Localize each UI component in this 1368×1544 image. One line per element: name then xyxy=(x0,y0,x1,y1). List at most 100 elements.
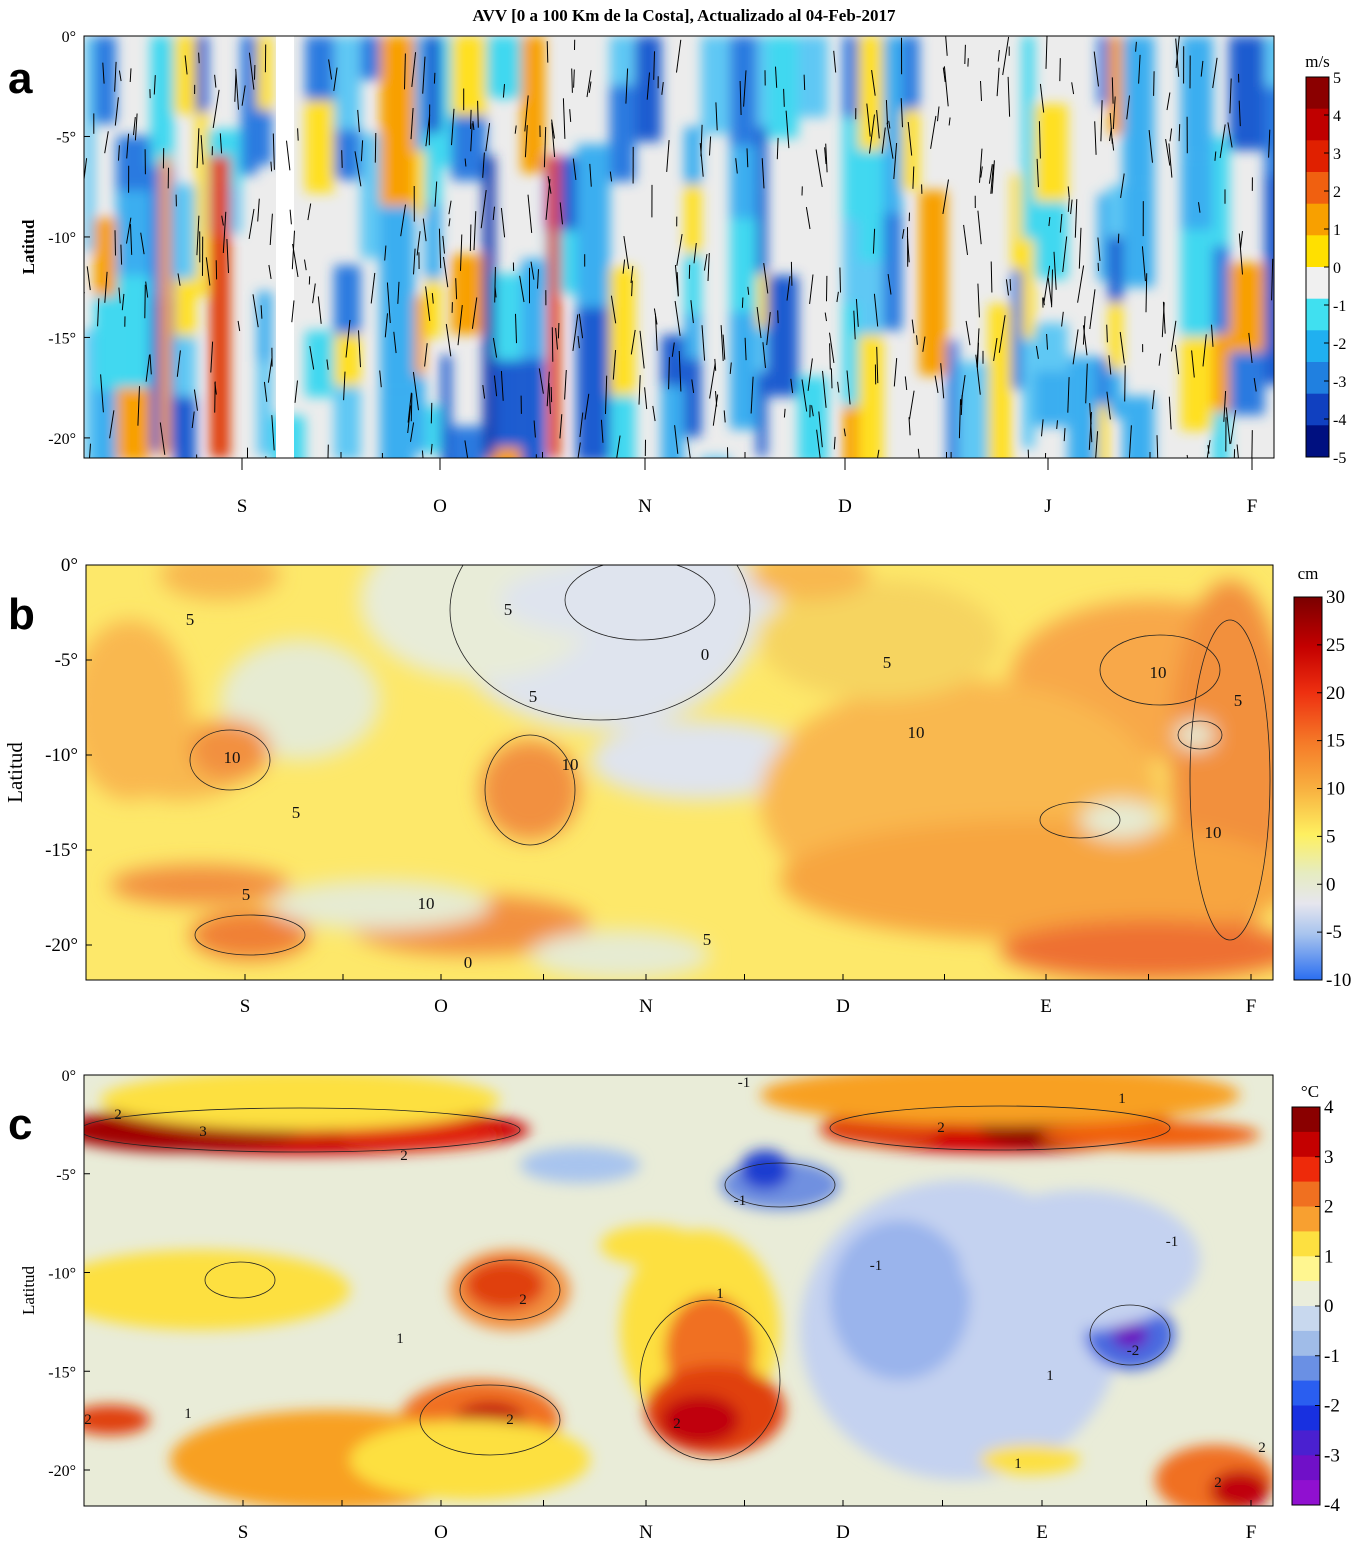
contour-label: 2 xyxy=(937,1120,945,1136)
chart-title: AVV [0 a 100 Km de la Costa], Actualizad… xyxy=(472,6,896,25)
wind-vectors xyxy=(84,36,1274,458)
contour-label: 1 xyxy=(184,1406,192,1422)
colorbar-tick-label: 5 xyxy=(1326,826,1336,847)
colorbar-tick-label: -2 xyxy=(1324,1396,1340,1417)
contour-label: -2 xyxy=(1127,1343,1140,1359)
colorbar-swatch xyxy=(1292,1156,1320,1183)
colorbar-swatch xyxy=(1292,1107,1320,1133)
contour-label: 2 xyxy=(519,1292,527,1308)
contour-label: 5 xyxy=(529,687,538,706)
colorbar-tick-label: -3 xyxy=(1333,374,1346,391)
x-tick-label: S xyxy=(240,996,251,1017)
contour-label: 1 xyxy=(716,1286,724,1302)
contour-label: 10 xyxy=(908,723,925,742)
x-tick-label: N xyxy=(638,496,652,517)
colorbar-tick-label: 1 xyxy=(1324,1246,1334,1267)
contour-label: 1 xyxy=(1014,1456,1022,1472)
colorbar-swatch xyxy=(1306,235,1329,268)
contour-label: -1 xyxy=(738,1075,751,1091)
contour-label: 5 xyxy=(186,610,195,629)
colorbar-tick-label: 25 xyxy=(1326,635,1345,656)
contour-label: 10 xyxy=(224,748,241,767)
colorbar-tick-label: -5 xyxy=(1333,450,1346,467)
colorbar-swatch xyxy=(1292,1131,1320,1158)
data-gap xyxy=(276,36,294,458)
x-tick-label: E xyxy=(1040,996,1052,1017)
y-tick-label: -20° xyxy=(45,935,78,956)
contour-label: 5 xyxy=(242,885,251,904)
y-axis-label: Latitud xyxy=(3,742,27,803)
panel-label-b: b xyxy=(8,590,35,639)
contour-label: 0 xyxy=(464,953,473,972)
colorbar-tick-label: -2 xyxy=(1333,336,1346,353)
contour-lines xyxy=(84,1105,1171,1461)
x-tick-label: D xyxy=(838,496,852,517)
contour-label: -1 xyxy=(734,1193,747,1209)
contour-label: 10 xyxy=(562,755,579,774)
colorbar-tick-label: 0 xyxy=(1324,1296,1334,1317)
x-tick-label: F xyxy=(1247,496,1258,517)
colorbar-swatch xyxy=(1306,140,1329,173)
y-axis-label: Latitud xyxy=(19,1265,38,1315)
colorbar-unit: m/s xyxy=(1305,52,1330,71)
colorbar-tick-label: 15 xyxy=(1326,731,1345,752)
x-tick-label: O xyxy=(434,1522,448,1543)
x-tick-label: S xyxy=(237,496,248,517)
y-tick-label: -15° xyxy=(48,1364,76,1381)
contour-label: -1 xyxy=(870,1258,883,1274)
colorbar-swatch xyxy=(1306,108,1329,141)
contour-label: 5 xyxy=(1234,691,1243,710)
contour-label: -1 xyxy=(1166,1234,1179,1250)
y-tick-label: -10° xyxy=(48,1266,76,1283)
panel-label-c: c xyxy=(8,1100,33,1149)
contour-label: 3 xyxy=(199,1124,207,1140)
colorbar-swatch xyxy=(1292,1405,1320,1431)
colorbar-swatch xyxy=(1292,1206,1320,1232)
contour-label: 5 xyxy=(504,600,513,619)
x-tick-label: E xyxy=(1036,1522,1048,1543)
y-axis-label: Latitud xyxy=(19,219,38,274)
x-tick-label: F xyxy=(1246,996,1257,1017)
colorbar-swatch xyxy=(1292,1380,1320,1406)
colorbar-swatch xyxy=(1292,1480,1320,1506)
anomaly-field xyxy=(84,36,1274,458)
colorbar-swatch xyxy=(1306,77,1329,110)
x-tick-label: O xyxy=(433,496,447,517)
contour-label: 2 xyxy=(1258,1440,1266,1456)
contour-label: 1 xyxy=(1118,1091,1126,1107)
colorbar-swatch xyxy=(1292,1355,1320,1382)
y-tick-label: 0° xyxy=(62,1068,76,1085)
contour-label: 10 xyxy=(1150,663,1167,682)
contour-label: 5 xyxy=(883,653,892,672)
plot-frame xyxy=(83,35,1275,459)
colorbar-tick-label: -4 xyxy=(1324,1495,1340,1516)
contour-label: 2 xyxy=(400,1148,408,1164)
colorbar-tick-label: -3 xyxy=(1324,1445,1340,1466)
colorbar-swatch xyxy=(1306,362,1329,395)
anomaly-field xyxy=(86,565,1273,980)
y-tick-label: -10° xyxy=(48,230,76,247)
plot-frame xyxy=(83,1074,1274,1507)
colorbar-swatch xyxy=(1292,1330,1320,1357)
colorbar-swatch xyxy=(1306,267,1329,300)
contour-label: 1 xyxy=(396,1331,404,1347)
colorbar-tick-label: -4 xyxy=(1333,412,1346,429)
colorbar-swatch xyxy=(1306,203,1329,236)
contour-label: 10 xyxy=(1205,823,1222,842)
colorbar-tick-label: 2 xyxy=(1333,184,1341,201)
colorbar-swatch xyxy=(1292,1281,1320,1307)
contour-label: 2 xyxy=(673,1416,681,1432)
colorbar-tick-label: 0 xyxy=(1326,874,1336,895)
anomaly-field xyxy=(84,1075,1273,1506)
colorbar-swatch xyxy=(1306,393,1329,426)
colorbar-unit: cm xyxy=(1298,564,1319,583)
y-tick-label: -5° xyxy=(56,1167,76,1184)
colorbar-tick-label: 4 xyxy=(1324,1097,1334,1118)
contour-label: 2 xyxy=(114,1107,122,1123)
x-tick-label: N xyxy=(639,1522,653,1543)
y-tick-label: -10° xyxy=(45,745,78,766)
contour-label: 2 xyxy=(506,1412,514,1428)
colorbar-tick-label: 5 xyxy=(1333,70,1341,87)
colorbar-tick-label: 10 xyxy=(1326,779,1345,800)
